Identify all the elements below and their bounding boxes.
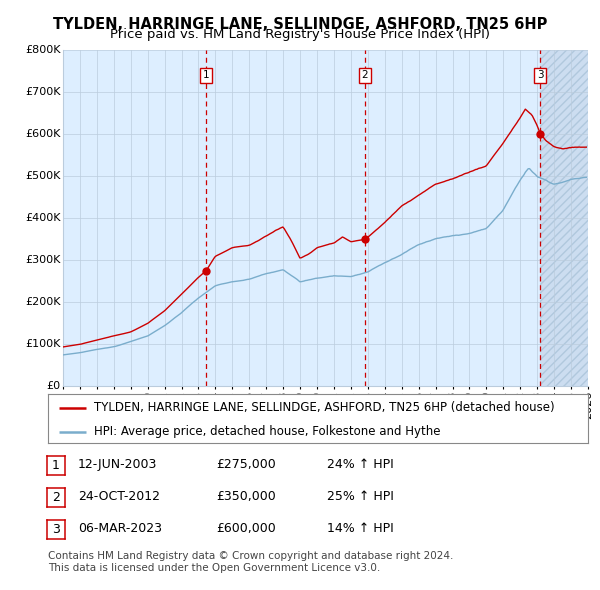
Text: 24-OCT-2012: 24-OCT-2012 xyxy=(78,490,160,503)
Text: 2: 2 xyxy=(361,70,368,80)
Text: £350,000: £350,000 xyxy=(216,490,276,503)
Text: HPI: Average price, detached house, Folkestone and Hythe: HPI: Average price, detached house, Folk… xyxy=(94,425,440,438)
Text: 14% ↑ HPI: 14% ↑ HPI xyxy=(327,522,394,535)
Text: £400K: £400K xyxy=(25,214,61,223)
Bar xyxy=(540,50,588,386)
Text: £600K: £600K xyxy=(25,129,61,139)
Text: 1: 1 xyxy=(52,459,60,472)
Text: £200K: £200K xyxy=(25,297,61,307)
Text: £0: £0 xyxy=(46,382,61,391)
Text: 25% ↑ HPI: 25% ↑ HPI xyxy=(327,490,394,503)
Text: Contains HM Land Registry data © Crown copyright and database right 2024.: Contains HM Land Registry data © Crown c… xyxy=(48,551,454,561)
Text: £600,000: £600,000 xyxy=(216,522,276,535)
Text: This data is licensed under the Open Government Licence v3.0.: This data is licensed under the Open Gov… xyxy=(48,562,380,572)
Text: TYLDEN, HARRINGE LANE, SELLINDGE, ASHFORD, TN25 6HP: TYLDEN, HARRINGE LANE, SELLINDGE, ASHFOR… xyxy=(53,17,547,31)
Text: TYLDEN, HARRINGE LANE, SELLINDGE, ASHFORD, TN25 6HP (detached house): TYLDEN, HARRINGE LANE, SELLINDGE, ASHFOR… xyxy=(94,401,554,414)
Text: £275,000: £275,000 xyxy=(216,458,276,471)
Text: £800K: £800K xyxy=(25,45,61,55)
Text: 12-JUN-2003: 12-JUN-2003 xyxy=(78,458,157,471)
Text: 06-MAR-2023: 06-MAR-2023 xyxy=(78,522,162,535)
Text: £300K: £300K xyxy=(25,255,61,266)
Text: £100K: £100K xyxy=(25,339,61,349)
Text: Price paid vs. HM Land Registry's House Price Index (HPI): Price paid vs. HM Land Registry's House … xyxy=(110,28,490,41)
Text: £500K: £500K xyxy=(25,171,61,181)
Text: 3: 3 xyxy=(537,70,544,80)
Text: 2: 2 xyxy=(52,491,60,504)
Text: £700K: £700K xyxy=(25,87,61,97)
Text: 1: 1 xyxy=(203,70,209,80)
Text: 3: 3 xyxy=(52,523,60,536)
Text: 24% ↑ HPI: 24% ↑ HPI xyxy=(327,458,394,471)
